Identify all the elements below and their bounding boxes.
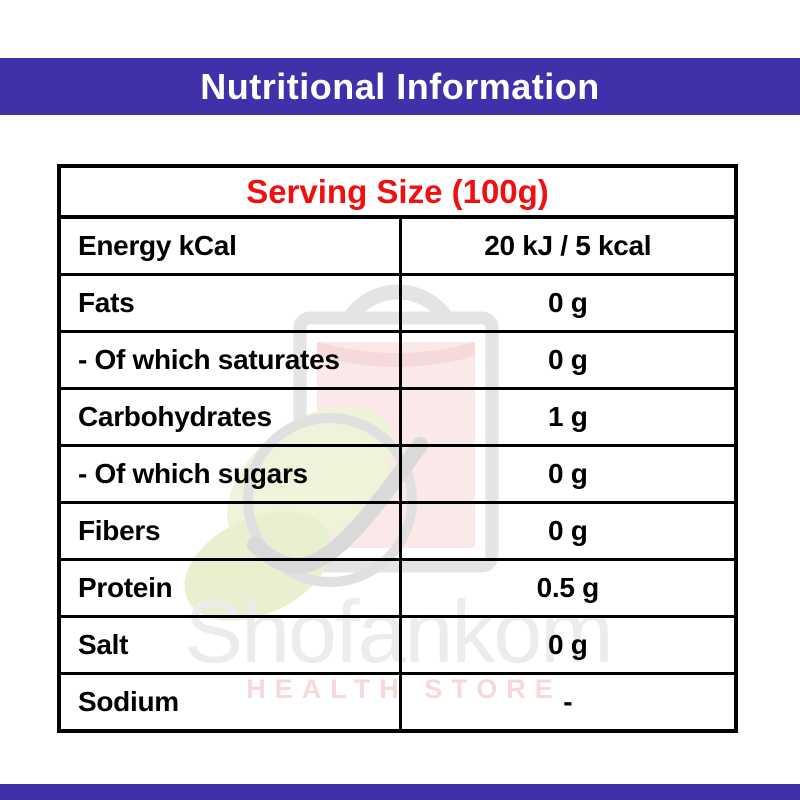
header-band: Nutritional Information (0, 58, 800, 115)
row-label: Salt (57, 615, 402, 675)
page-title: Nutritional Information (200, 65, 600, 107)
table-row: Fats 0 g (57, 273, 738, 333)
nutrition-table: Serving Size (100g) Energy kCal 20 kJ / 5… (57, 164, 738, 733)
row-value: 20 kJ / 5 kcal (398, 215, 738, 276)
row-value: 0.5 g (398, 558, 738, 618)
row-value: 0 g (398, 501, 738, 561)
row-label: Fats (57, 273, 402, 333)
row-label: Protein (57, 558, 402, 618)
table-row: - Of which sugars 0 g (57, 444, 738, 504)
row-label: - Of which saturates (57, 330, 402, 390)
table-row: - Of which saturates 0 g (57, 330, 738, 390)
row-label: Energy kCal (57, 215, 402, 276)
row-value: - (398, 672, 738, 733)
table-row: Carbohydrates 1 g (57, 387, 738, 447)
row-label: Sodium (57, 672, 402, 733)
row-value: 0 g (398, 273, 738, 333)
row-label: Fibers (57, 501, 402, 561)
table-title-row: Serving Size (100g) (57, 164, 738, 219)
table-row: Fibers 0 g (57, 501, 738, 561)
row-label: Carbohydrates (57, 387, 402, 447)
table-body: Energy kCal 20 kJ / 5 kcal Fats 0 g- Of whi… (57, 215, 738, 733)
table-row: Salt 0 g (57, 615, 738, 675)
table-row: Sodium - (57, 672, 738, 733)
row-label: - Of which sugars (57, 444, 402, 504)
table-row: Energy kCal 20 kJ / 5 kcal (57, 215, 738, 276)
row-value: 0 g (398, 615, 738, 675)
footer-band (0, 784, 800, 800)
serving-size-title: Serving Size (100g) (57, 164, 738, 219)
row-value: 1 g (398, 387, 738, 447)
row-value: 0 g (398, 330, 738, 390)
row-value: 0 g (398, 444, 738, 504)
table-row: Protein 0.5 g (57, 558, 738, 618)
